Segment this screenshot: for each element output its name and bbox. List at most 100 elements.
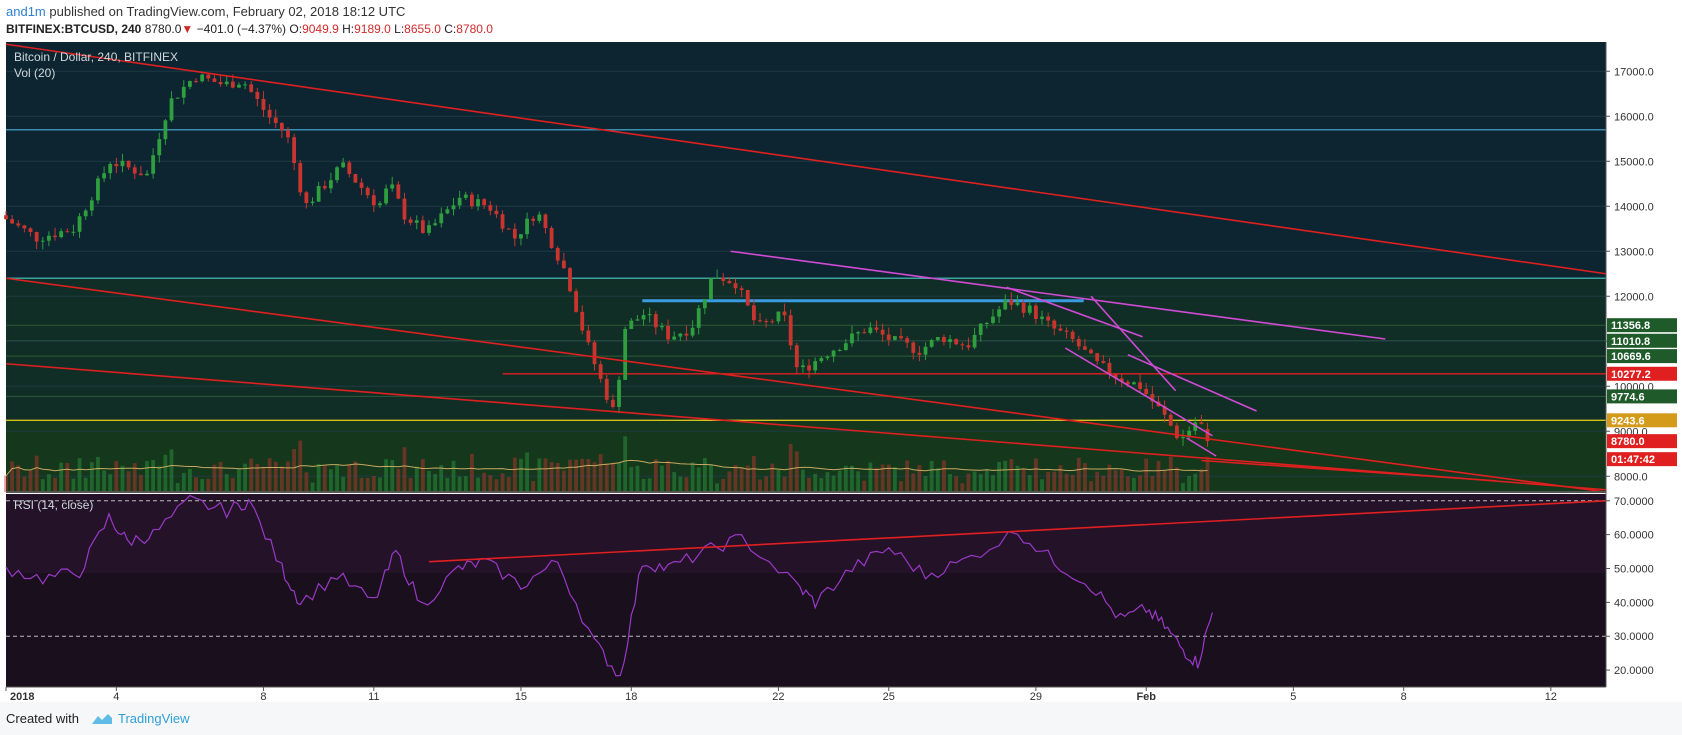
volume-bar — [427, 470, 431, 492]
candle-body — [427, 225, 431, 233]
volume-bar — [1003, 460, 1008, 492]
candle-body — [678, 333, 683, 337]
volume-legend: Vol (20) — [14, 66, 55, 80]
volume-bar — [194, 477, 198, 492]
volume-bar — [525, 452, 529, 492]
rsi-legend: RSI (14, close) — [14, 498, 93, 512]
price-tick-label: 13000.0 — [1614, 246, 1654, 258]
candle-body — [4, 215, 8, 220]
candle-body — [574, 291, 579, 312]
volume-bar — [549, 462, 554, 492]
candle-body — [157, 139, 162, 156]
volume-bar — [580, 458, 585, 492]
candle-body — [1119, 378, 1124, 382]
volume-bar — [850, 465, 854, 492]
candle-body — [1113, 374, 1118, 379]
candle-body — [365, 187, 370, 196]
volume-bar — [923, 476, 928, 492]
rsi-axis[interactable]: 20.0000 30.0000 40.0000 50.0000 60.0000 70.00… — [1606, 496, 1654, 677]
candle-body — [801, 365, 805, 368]
volume-bar — [1144, 458, 1149, 492]
candle-body — [555, 247, 560, 261]
volume-bar — [911, 473, 916, 492]
tradingview-logo-icon[interactable] — [90, 712, 114, 726]
volume-bar — [4, 475, 8, 492]
price-tick-label: 14000.0 — [1614, 201, 1654, 213]
price-tag-label: 9243.6 — [1611, 415, 1645, 427]
candle-body — [298, 163, 303, 193]
volume-bar — [660, 465, 664, 492]
candle-body — [604, 378, 609, 400]
candle-body — [494, 210, 499, 215]
candle-body — [972, 334, 977, 348]
candle-body — [660, 326, 664, 328]
candle-body — [635, 319, 640, 321]
volume-bar — [715, 483, 720, 492]
volume-bar — [880, 464, 885, 492]
volume-bar — [243, 463, 247, 492]
time-tick-label: 4 — [113, 691, 119, 702]
candle-body — [641, 315, 646, 320]
candle-body — [279, 122, 284, 131]
candle-body — [445, 209, 450, 214]
volume-bar — [10, 461, 15, 492]
volume-bar — [727, 471, 732, 492]
rsi-tick-label: 70.0000 — [1614, 496, 1654, 508]
volume-bar — [709, 464, 713, 492]
volume-bar — [954, 476, 959, 492]
candle-body — [1144, 388, 1149, 395]
candle-body — [549, 228, 554, 248]
candle-body — [1205, 429, 1210, 442]
down-arrow-icon: ▼ — [181, 22, 194, 36]
volume-bar — [561, 470, 566, 492]
candle-body — [850, 333, 854, 344]
volume-bar — [892, 467, 897, 492]
volume-bar — [696, 467, 701, 492]
volume-bar — [960, 483, 965, 492]
time-tick-label: 29 — [1030, 691, 1042, 702]
volume-bar — [929, 460, 934, 492]
candle-body — [758, 320, 762, 322]
volume-bar — [433, 473, 438, 492]
volume-bar — [163, 454, 168, 492]
volume-bar — [34, 455, 39, 492]
candle-body — [892, 336, 897, 340]
candle-body — [341, 162, 346, 168]
candle-body — [966, 345, 971, 348]
candle-body — [65, 231, 70, 233]
volume-bar — [304, 472, 309, 492]
volume-bar — [1113, 470, 1118, 492]
candle-body — [396, 184, 401, 199]
time-axis[interactable]: 2018 4 8 11 15 18 22 25 29 Feb 5 8 12 — [5, 687, 1557, 702]
high-value: 9189.0 — [354, 22, 391, 36]
candle-body — [690, 327, 695, 336]
volume-bar — [813, 473, 818, 492]
candle-body — [610, 399, 615, 407]
tradingview-link[interactable]: TradingView — [118, 711, 190, 726]
volume-bar — [169, 449, 174, 492]
candle-body — [126, 160, 131, 168]
candle-body — [470, 194, 474, 207]
author-link[interactable]: and1m — [6, 4, 46, 19]
volume-bar — [825, 472, 830, 492]
candle-body — [1033, 305, 1038, 319]
candle-body — [672, 336, 677, 340]
candle-body — [942, 337, 946, 343]
volume-bar — [1205, 456, 1210, 492]
volume-bar — [702, 458, 707, 492]
trend-lines[interactable] — [5, 43, 1607, 493]
candle-body — [34, 231, 39, 242]
candle-body — [856, 332, 861, 334]
volume-bar — [310, 482, 315, 492]
volume-bar — [279, 466, 284, 492]
candle-body — [1083, 346, 1087, 350]
volume-bar — [132, 463, 137, 492]
volume-bar — [966, 473, 971, 492]
volume-bar — [641, 478, 646, 492]
candle-body — [862, 332, 867, 334]
volume-bar — [856, 471, 861, 492]
volume-bar — [672, 471, 677, 492]
candle-body — [745, 289, 750, 306]
candle-body — [151, 155, 156, 174]
chart-canvas[interactable]: 8000.09000.010000.011000.012000.013000.0… — [0, 42, 1682, 702]
